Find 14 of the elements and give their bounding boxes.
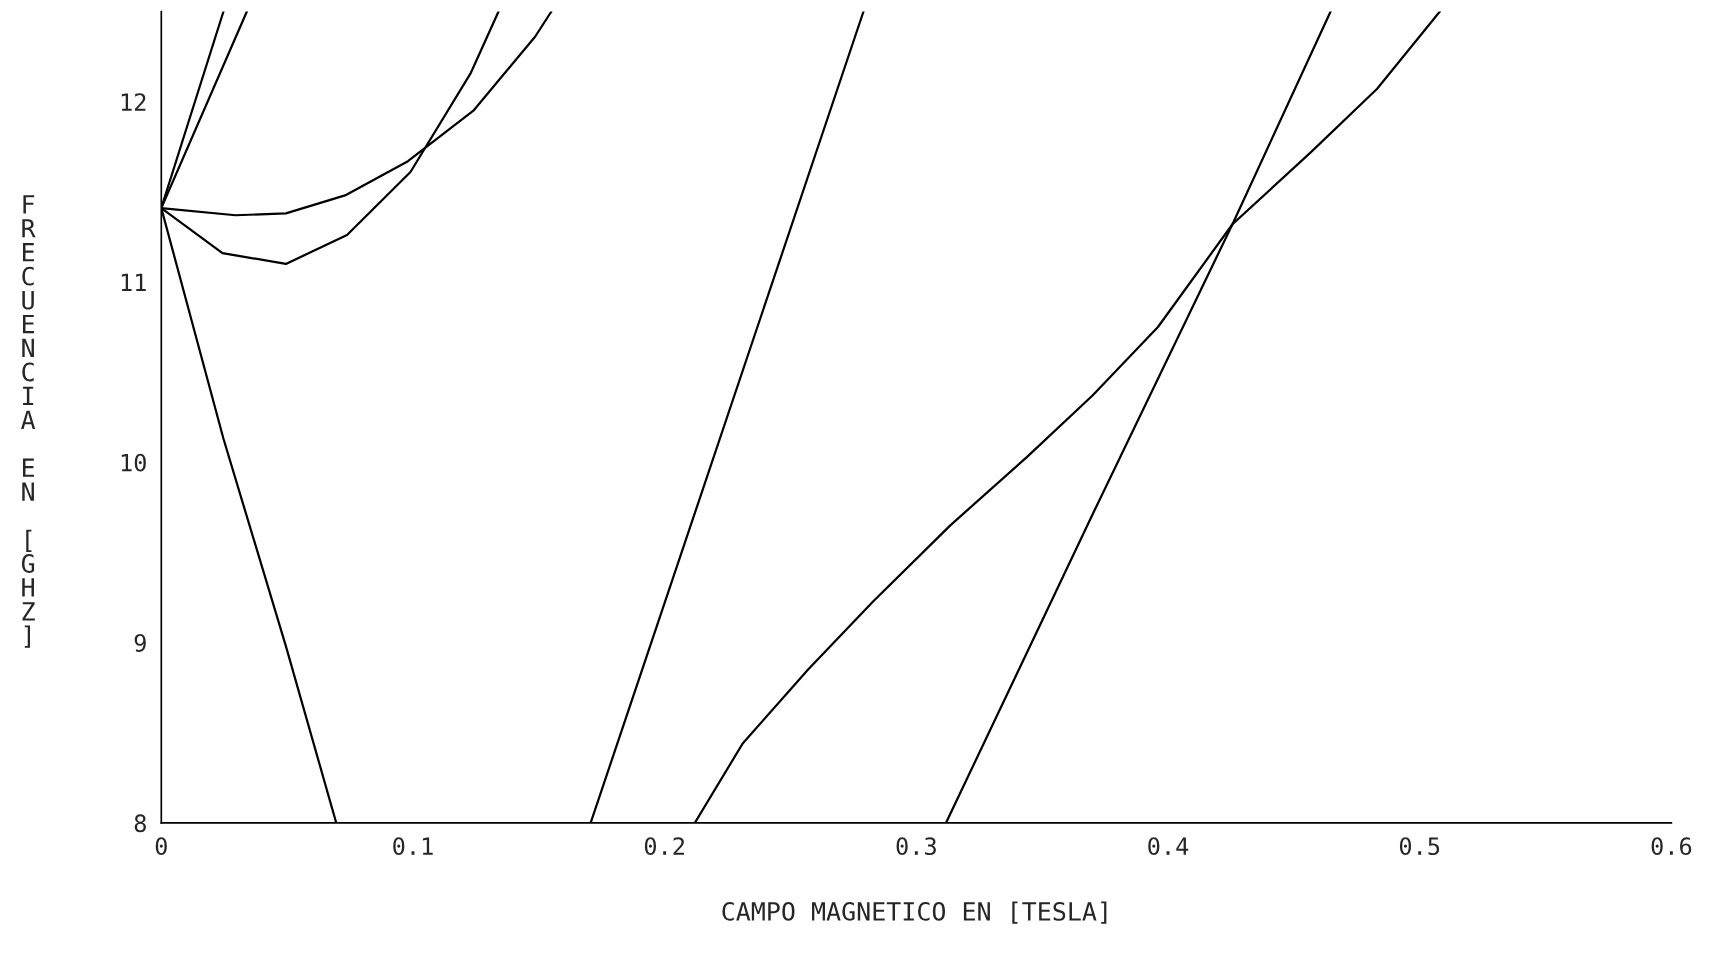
y-tick-label: 11 bbox=[121, 273, 146, 291]
x-axis-title: CAMPO MAGNETICO EN [TESLA] bbox=[722, 901, 1107, 924]
text: FRECUENCIA EN [GHZ] bbox=[21, 195, 36, 648]
x-tick-label: 0.6 bbox=[1651, 837, 1692, 856]
x-tick-label: 0 bbox=[155, 837, 167, 856]
y-tick-label: 10 bbox=[121, 453, 146, 472]
x-tick-label: 0.1 bbox=[393, 837, 433, 856]
y-tick-label: 9 bbox=[134, 634, 146, 652]
x-tick-label: 0.5 bbox=[1399, 837, 1440, 856]
x-tick-label: 0.4 bbox=[1148, 837, 1189, 856]
x-tick-label: 0.3 bbox=[896, 837, 936, 856]
y-tick-label: 12 bbox=[121, 93, 146, 111]
x-tick-label: 0.2 bbox=[644, 837, 684, 856]
y-tick-label: 8 bbox=[134, 814, 146, 833]
